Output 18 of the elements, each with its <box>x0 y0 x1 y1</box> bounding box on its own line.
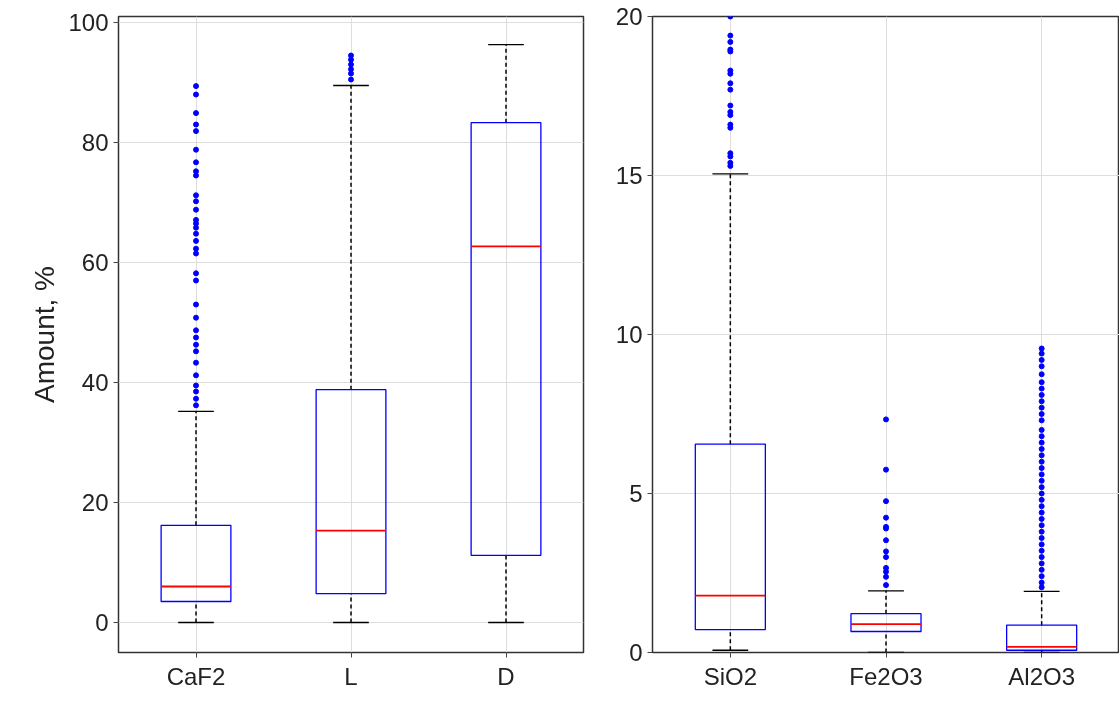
x-tick-label: SiO2 <box>703 662 758 690</box>
y-tick-label: 20 <box>81 489 109 516</box>
y-tick-label: 100 <box>68 9 109 36</box>
y-tick-label: 20 <box>615 3 643 30</box>
x-tick-label: Al2O3 <box>1008 662 1076 690</box>
y-tick-label: 15 <box>615 162 643 189</box>
x-tick-label: Fe2O3 <box>849 662 923 690</box>
y-tick-label: 0 <box>629 639 643 666</box>
y-tick-label: 40 <box>81 369 109 396</box>
y-tick-label: 80 <box>81 129 109 156</box>
x-tick-label: L <box>344 662 358 690</box>
y-tick-label: 60 <box>81 249 109 276</box>
y-axis-title: Amount, % <box>29 266 61 403</box>
y-tick-label: 0 <box>95 609 109 636</box>
x-tick-label: D <box>497 662 515 690</box>
y-tick-label: 5 <box>629 480 643 507</box>
y-tick-label: 10 <box>615 321 643 348</box>
x-tick-label: CaF2 <box>166 662 226 690</box>
